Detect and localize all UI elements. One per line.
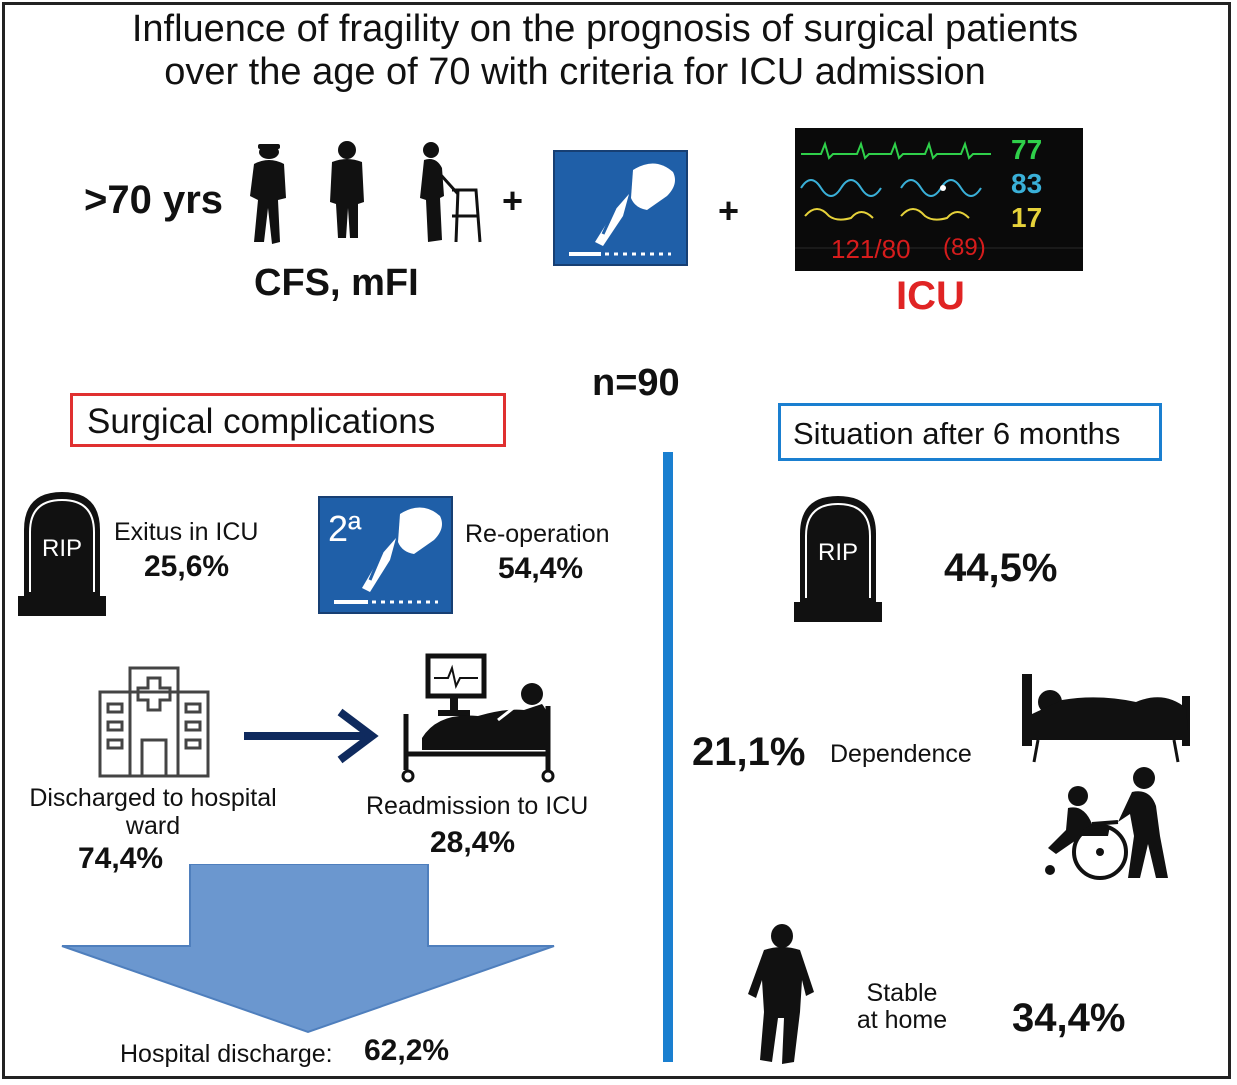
plus-sign-1: + xyxy=(502,180,524,221)
bedridden-icon xyxy=(1022,674,1190,763)
wheelchair-icon xyxy=(1045,767,1168,880)
ward-value: 74,4% xyxy=(78,842,164,875)
home-value: 34,4% xyxy=(1012,996,1126,1040)
icu-label: ICU xyxy=(896,274,965,318)
monitor-resp-rate: 17 xyxy=(1011,202,1043,233)
monitor-blood-pressure: 121/80 xyxy=(831,234,911,264)
home-label: Stable at home xyxy=(842,980,962,1034)
frailty-scales-label: CFS, mFI xyxy=(254,262,419,304)
icu-bed-icon xyxy=(401,653,555,783)
discharge-value: 62,2% xyxy=(364,1034,450,1067)
second-surgery-badge: 2ª xyxy=(328,508,362,549)
age-criterion: >70 yrs xyxy=(84,178,224,222)
monitor-map: (89) xyxy=(943,234,986,261)
exitus-value: 25,6% xyxy=(144,550,230,583)
surgical-complications-heading: Surgical complications xyxy=(87,402,436,441)
title-line-2: over the age of 70 with criteria for ICU… xyxy=(164,51,986,93)
monitor-heart-rate: 77 xyxy=(1011,134,1043,165)
exitus-label: Exitus in ICU xyxy=(114,518,259,546)
monitor-spo2: 83 xyxy=(1011,168,1043,199)
svg-text:RIP: RIP xyxy=(818,539,858,566)
six-month-heading: Situation after 6 months xyxy=(793,416,1121,451)
title-line-1: Influence of fragility on the prognosis … xyxy=(131,8,1079,50)
dependence-value: 21,1% xyxy=(692,730,806,774)
svg-text:RIP: RIP xyxy=(42,535,82,562)
ward-label-line-1: Discharged to hospital xyxy=(29,784,277,812)
plus-sign-2: + xyxy=(718,190,740,231)
reoperation-value: 54,4% xyxy=(498,552,584,585)
vertical-divider xyxy=(663,452,673,1062)
death-value: 44,5% xyxy=(944,546,1058,590)
reoperation-label: Re-operation xyxy=(465,520,610,548)
surgical-complications-box: Surgical complications xyxy=(70,393,506,447)
transfer-arrow-icon xyxy=(244,708,379,764)
home-label-line-2: at home xyxy=(856,1006,948,1034)
surgery-icon xyxy=(553,150,688,266)
ward-label: Discharged to hospital ward xyxy=(8,784,298,840)
rip-tombstone-icon: RIP xyxy=(18,492,106,616)
second-surgery-icon: 2ª xyxy=(318,496,453,614)
ward-label-line-2: ward xyxy=(125,812,181,840)
hospital-icon xyxy=(98,666,210,778)
six-month-box: Situation after 6 months xyxy=(778,403,1162,461)
sample-size: n=90 xyxy=(592,362,680,404)
rip-tombstone-icon: RIP xyxy=(794,496,882,622)
readmission-label: Readmission to ICU xyxy=(366,792,589,820)
discharge-down-arrow-icon xyxy=(61,864,555,1034)
home-label-line-1: Stable xyxy=(866,979,938,1007)
walking-person-icon xyxy=(748,924,814,1064)
icu-monitor-icon: 77 83 17 121/80 (89) xyxy=(795,128,1083,271)
dependence-label: Dependence xyxy=(830,740,972,768)
elderly-people-icon xyxy=(250,141,482,244)
discharge-label: Hospital discharge: xyxy=(120,1040,333,1068)
figure-title: Influence of fragility on the prognosis … xyxy=(0,8,1210,94)
readmission-value: 28,4% xyxy=(430,826,516,859)
